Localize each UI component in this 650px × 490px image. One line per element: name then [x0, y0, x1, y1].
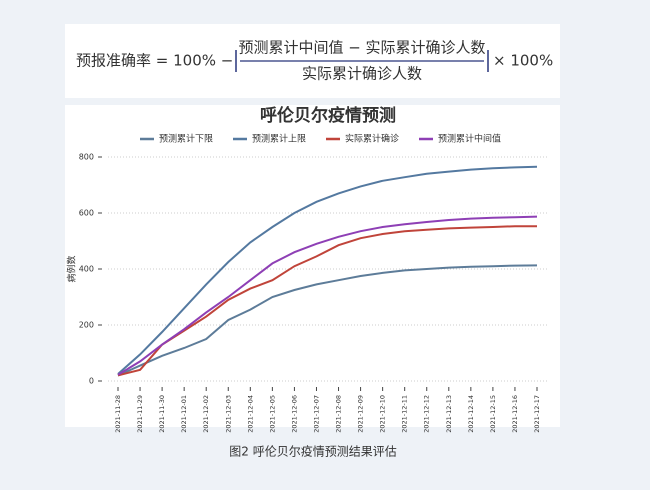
x-tick-label: 2021-11-28 — [114, 395, 122, 433]
y-axis-label: 病例数 — [66, 255, 78, 282]
legend-label: 预测累计上限 — [252, 133, 306, 145]
series-line — [117, 215, 538, 376]
x-tick-label: 2021-12-08 — [335, 395, 343, 433]
y-tick-label: 0 — [89, 377, 94, 386]
formula-lhs: 预报准确率 = 100% − — [76, 52, 233, 70]
x-tick-label: 2021-12-06 — [290, 395, 298, 433]
formula-numerator: 预测累计中间值 − 实际累计确诊人数 — [238, 39, 485, 57]
formula-denominator: 实际累计确诊人数 — [302, 65, 422, 83]
y-tick-label: 400 — [79, 265, 94, 274]
x-tick-label: 2021-11-29 — [136, 395, 144, 433]
x-tick-label: 2021-11-30 — [158, 395, 166, 433]
formula-rhs: × 100% — [493, 52, 553, 70]
chart-title: 呼伦贝尔疫情预测 — [260, 105, 396, 126]
x-tick-label: 2021-12-12 — [423, 395, 431, 433]
x-tick-label: 2021-12-16 — [511, 395, 519, 433]
y-tick-label: 600 — [79, 209, 94, 218]
legend-label: 预测累计中间值 — [438, 133, 501, 145]
x-tick-label: 2021-12-11 — [401, 395, 409, 433]
x-tick-label: 2021-12-10 — [379, 395, 387, 433]
x-tick-label: 2021-12-01 — [180, 395, 188, 433]
x-tick-label: 2021-12-04 — [246, 395, 254, 433]
x-tick-label: 2021-12-05 — [268, 395, 276, 433]
legend-label: 预测累计下限 — [159, 133, 213, 145]
x-tick-label: 2021-12-15 — [489, 395, 497, 433]
x-tick-label: 2021-12-07 — [312, 395, 320, 433]
legend-label: 实际累计确诊 — [345, 133, 399, 145]
x-tick-label: 2021-12-13 — [445, 395, 453, 433]
y-tick-label: 800 — [79, 153, 94, 162]
caption: 图2 呼伦贝尔疫情预测结果评估 — [229, 444, 396, 459]
x-tick-label: 2021-12-09 — [357, 395, 365, 433]
x-tick-label: 2021-12-03 — [224, 395, 232, 433]
x-tick-label: 2021-12-14 — [467, 395, 475, 433]
x-tick-label: 2021-12-02 — [202, 395, 210, 433]
series-line — [117, 165, 538, 375]
series-line — [117, 225, 537, 377]
x-tick-label: 2021-12-17 — [533, 395, 541, 433]
series-line — [117, 264, 538, 377]
y-tick-label: 200 — [79, 321, 94, 330]
